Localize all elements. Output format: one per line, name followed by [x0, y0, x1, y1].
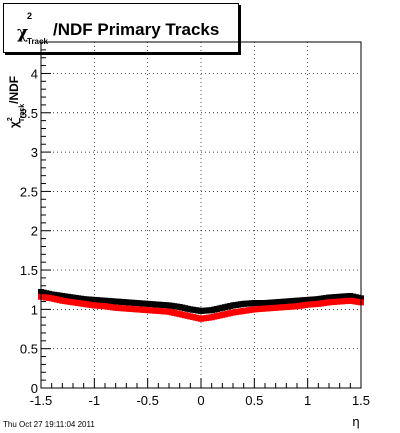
- y-tick-label: 0.5: [20, 342, 38, 357]
- y-tick-label: 4: [31, 66, 38, 81]
- y-tick-label: 2: [31, 224, 38, 239]
- y-axis-label: χ2 Track/NDF: [7, 76, 26, 128]
- y-tick-label: 1: [31, 302, 38, 317]
- title-subscript: Track: [27, 37, 48, 46]
- axes: [40, 41, 362, 389]
- y-tick-label: 3: [31, 145, 38, 160]
- y-tick-label: 0: [31, 381, 38, 396]
- x-tick-label: 0: [197, 393, 204, 408]
- chart-title-box: χ 2 Track /NDF Primary Tracks: [3, 3, 239, 53]
- x-tick-label: -1: [89, 393, 101, 408]
- axis-labels: -1.5 -1 -0.5 0 0.5 1 1.5 0 0.5 1 1.5 2 2.5 3 3.5 4 η χ2 Tr…: [7, 66, 370, 429]
- x-axis-label: η: [352, 414, 359, 429]
- y-tick-label: 2.5: [20, 184, 38, 199]
- x-tick-label: -1.5: [30, 393, 52, 408]
- data-series-0: [38, 289, 364, 314]
- grid-lines: [41, 42, 361, 388]
- title-superscript: 2: [27, 11, 33, 21]
- x-tick-label: 1.5: [352, 393, 370, 408]
- x-tick-label: 1: [304, 393, 311, 408]
- title-chi-symbol: χ: [17, 23, 29, 43]
- chart-title: /NDF Primary Tracks: [53, 20, 220, 39]
- data-series: [38, 289, 364, 322]
- y-tick-label: 1.5: [20, 263, 38, 278]
- x-tick-label: 0.5: [245, 393, 263, 408]
- y-tick-label: 3.5: [20, 106, 38, 121]
- data-series-1: [38, 293, 364, 322]
- x-tick-label: -0.5: [136, 393, 158, 408]
- date-stamp: Thu Oct 27 19:11:04 2011: [3, 420, 95, 429]
